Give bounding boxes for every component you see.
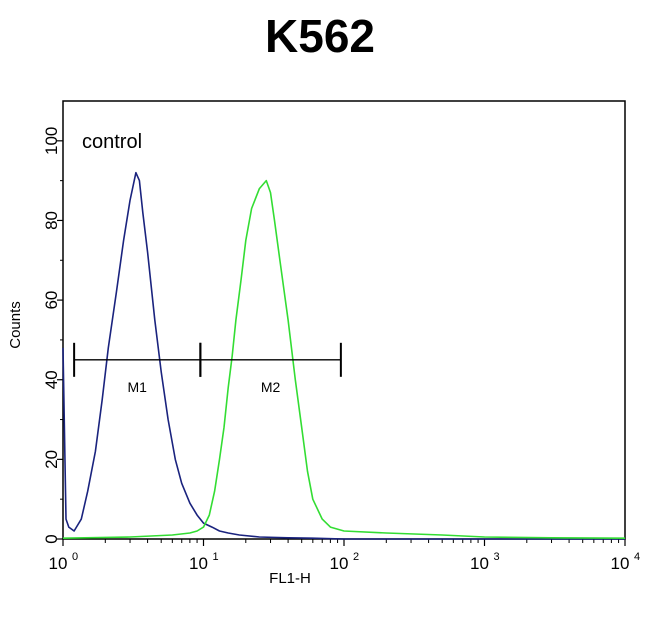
- y-tick-label: 20: [42, 450, 61, 469]
- x-tick-exponent: 3: [494, 551, 500, 563]
- y-tick-label: 80: [42, 211, 61, 230]
- sample-series-line: [62, 179, 626, 539]
- marker-layer: M1 M2: [73, 342, 342, 395]
- x-tick-label: 10: [611, 554, 630, 573]
- y-tick-label: 100: [42, 127, 61, 155]
- x-tick-exponent: 1: [213, 551, 219, 563]
- x-tick-label: 10: [189, 554, 208, 573]
- chart-title: K562: [265, 10, 375, 62]
- x-tick-exponent: 4: [634, 551, 640, 563]
- x-tick-exponent: 2: [353, 551, 359, 563]
- y-tick-label: 60: [42, 291, 61, 310]
- y-axis-label: Counts: [7, 301, 24, 349]
- y-axis: 0 20 40 60 80 100: [42, 127, 63, 544]
- marker-label: M2: [261, 379, 281, 395]
- plot-frame: [62, 100, 626, 540]
- x-tick-label: 10: [330, 554, 349, 573]
- x-tick-label: 10: [470, 554, 489, 573]
- control-annotation: control: [82, 131, 142, 153]
- y-tick-label: 40: [42, 370, 61, 389]
- x-axis-label: FL1-H: [269, 570, 311, 587]
- x-tick-label: 10: [49, 554, 68, 573]
- x-axis: 10 0 10 1 10 2 10 3 10 4: [49, 539, 640, 573]
- y-tick-label: 0: [42, 534, 61, 543]
- series-layer: [62, 171, 626, 540]
- control-series-line: [62, 171, 625, 540]
- marker-label: M1: [128, 379, 148, 395]
- x-tick-exponent: 0: [72, 551, 78, 563]
